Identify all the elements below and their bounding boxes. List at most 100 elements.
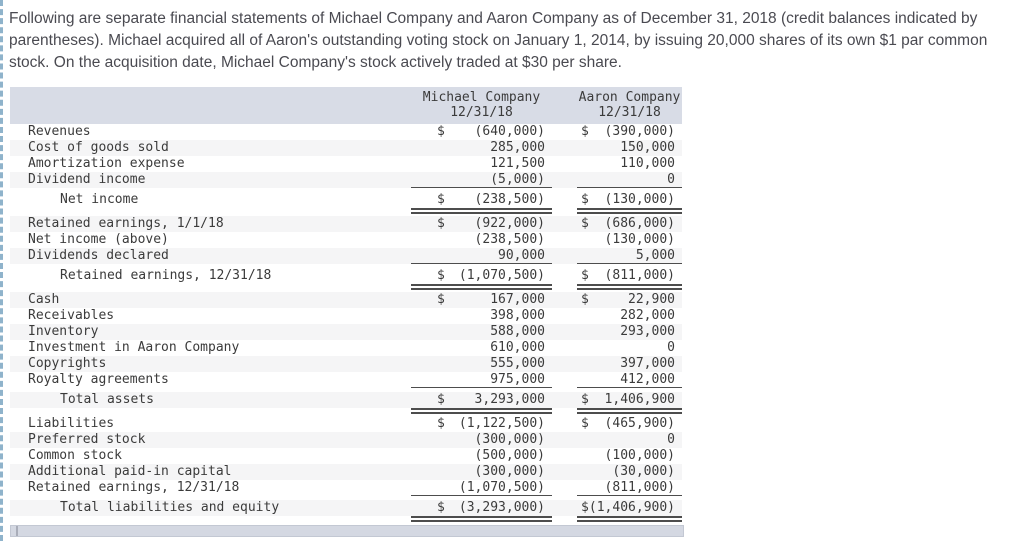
row-label: Preferred stock [28,432,146,447]
amount: 975,000 [490,372,545,387]
amount: (300,000) [474,464,545,479]
table-row: Dividend income (5,000) 0 [10,172,682,188]
value-cell-aaron: 293,000 [577,324,682,340]
table-row: Net income $ (238,500) $ (130,000) [10,192,682,214]
dollar-sign: $ [437,392,445,407]
value-cell-aaron: $22,900 [577,292,682,308]
value-cell-michael: (1,070,500) [411,480,552,496]
table-row: Preferred stock (300,000) 0 [10,432,682,448]
amount: 121,500 [490,156,545,171]
amount: (5,000) [490,172,545,187]
amount: 588,000 [490,324,545,339]
amount: 412,000 [620,372,675,387]
value-cell-michael: (238,500) [411,232,552,248]
value-cell-michael: $ (1,070,500) [411,268,552,290]
horizontal-scrollbar[interactable] [10,525,684,537]
amount: (300,000) [474,432,545,447]
amount: 3,293,000 [474,392,545,407]
value-cell-michael: $ (238,500) [411,192,552,214]
amount: (686,000) [604,216,675,231]
table-body: Revenues $ (640,000) $ (390,000) Cost of good… [10,124,682,522]
table-row: Retained earnings, 1/1/18 $ (922,000) $ (686… [10,216,682,232]
amount: 5,000 [635,248,675,263]
value-cell-aaron: 5,000 [577,248,682,264]
value-cell-michael: $3,293,000 [411,392,552,414]
amount: (130,000) [604,232,675,247]
table-row: Dividends declared 90,000 5,000 [10,248,682,264]
amount: 397,000 [620,356,675,371]
table-row: Amortization expense 121,500 110,000 [10,156,682,172]
dollar-sign: $ [581,392,589,407]
amount: (1,070,500) [458,480,545,495]
table-row: Investment in Aaron Company 610,000 0 [10,340,682,356]
value-cell-aaron: 150,000 [577,140,682,156]
amount: 398,000 [490,308,545,323]
row-label: Common stock [28,448,122,463]
financial-statements-table: Michael Company 12/31/18 Aaron Company 1… [10,87,682,522]
row-label: Dividends declared [28,248,169,263]
row-label: Revenues [28,124,91,139]
table-row: Retained earnings, 12/31/18 $ (1,070,500) $… [10,268,682,290]
amount: (465,900) [604,416,675,431]
row-label: Inventory [28,324,99,339]
amount: 1,406,900 [604,392,675,407]
dollar-sign: $ [437,124,445,139]
value-cell-michael: 121,500 [411,156,552,172]
row-label: Receivables [28,308,115,323]
amount: (922,000) [474,216,545,231]
amount: (640,000) [474,124,545,139]
table-row: Total liabilities and equity $ (3,293,000)… [10,500,682,522]
table-row: Revenues $ (640,000) $ (390,000) [10,124,682,140]
amount: (811,000) [604,480,675,495]
amount: (130,000) [604,192,675,207]
value-cell-aaron: $ (811,000) [577,268,682,290]
row-label: Additional paid-in capital [28,464,232,479]
column-company-name: Michael Company [422,90,541,105]
table-row: Net income (above) (238,500) (130,000) [10,232,682,248]
value-cell-michael: 610,000 [411,340,552,356]
value-cell-aaron: $ (390,000) [577,124,682,140]
value-cell-michael: $ (1,122,500) [411,416,552,432]
value-cell-aaron: 412,000 [577,372,682,388]
row-label: Net income (above) [28,232,169,247]
row-label: Retained earnings, 12/31/18 [28,480,240,495]
table-row: Common stock (500,000) (100,000) [10,448,682,464]
amount: 167,000 [490,292,545,307]
value-cell-michael: $ (922,000) [411,216,552,232]
amount: (1,070,500) [458,268,545,283]
row-label: Retained earnings, 12/31/18 [60,268,272,283]
value-cell-michael: (300,000) [411,464,552,480]
row-label: Cash [28,292,60,307]
value-cell-aaron: 0 [577,432,682,448]
amount: 0 [667,340,675,355]
dollar-sign: $ [581,192,589,207]
value-cell-michael: (500,000) [411,448,552,464]
value-cell-aaron: 397,000 [577,356,682,372]
value-cell-aaron: 0 [577,172,682,188]
table-row: Royalty agreements 975,000 412,000 [10,372,682,388]
amount: (238,500) [474,192,545,207]
value-cell-michael: 555,000 [411,356,552,372]
amount: 293,000 [620,324,675,339]
amount: 0 [667,172,675,187]
amount: (811,000) [604,268,675,283]
row-label: Cost of goods sold [28,140,169,155]
amount: 150,000 [620,140,675,155]
row-label: Total assets [60,392,154,407]
value-cell-aaron: 0 [577,340,682,356]
dollar-sign: $ [581,216,589,231]
value-cell-michael: (300,000) [411,432,552,448]
value-cell-aaron: 282,000 [577,308,682,324]
value-cell-michael: (5,000) [411,172,552,188]
value-cell-michael: $ (640,000) [411,124,552,140]
table-row: Liabilities $ (1,122,500) $ (465,900) [10,416,682,432]
dollar-sign: $ [437,500,445,515]
value-cell-aaron: (811,000) [577,480,682,496]
value-cell-aaron: $ (1,406,900) [577,500,682,522]
dollar-sign: $ [581,500,589,515]
column-date: 12/31/18 [450,105,513,120]
table-row: Additional paid-in capital (300,000) (30,0… [10,464,682,480]
table-row: Total assets $3,293,000 $1,406,900 [10,392,682,414]
value-cell-michael: 90,000 [411,248,552,264]
amount: 555,000 [490,356,545,371]
